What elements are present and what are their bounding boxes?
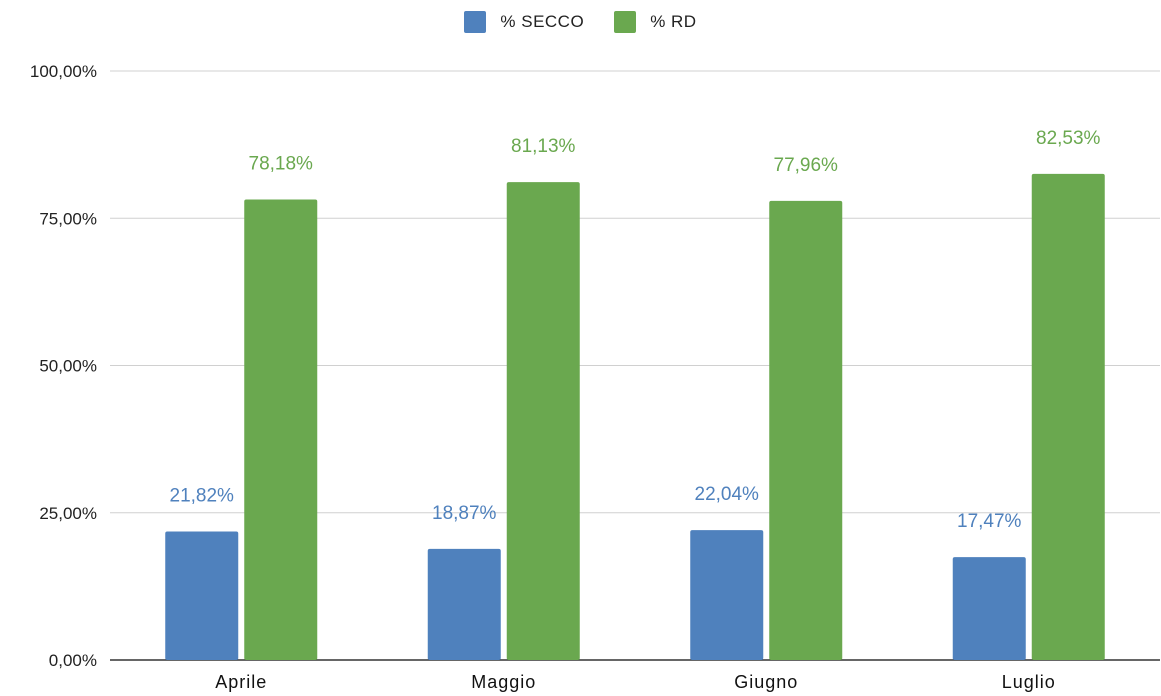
data-label: 77,96% <box>774 155 839 176</box>
legend-swatch-rd <box>614 11 637 33</box>
data-label: 21,82% <box>170 485 235 506</box>
y-tick-label: 75,00% <box>39 209 97 228</box>
x-tick-label: Aprile <box>215 672 267 692</box>
legend-swatch-secco <box>464 11 487 33</box>
x-tick-label: Giugno <box>734 672 798 692</box>
legend-label-secco: % SECCO <box>500 12 585 31</box>
y-tick-label: 100,00% <box>30 62 97 81</box>
legend-label-rd: % RD <box>650 12 697 31</box>
bar-rd <box>1031 173 1105 660</box>
y-tick-label: 0,00% <box>49 651 97 670</box>
data-label: 78,18% <box>249 154 314 175</box>
bar-secco <box>165 531 239 660</box>
data-label: 81,13% <box>511 136 576 157</box>
data-label: 22,04% <box>695 484 760 505</box>
legend-item-secco: % SECCO <box>464 11 584 33</box>
data-label: 82,53% <box>1036 128 1101 149</box>
bar-rd <box>244 199 318 660</box>
bar-rd <box>506 182 580 661</box>
data-label: 18,87% <box>432 503 497 524</box>
bar-rd <box>769 200 843 660</box>
data-label: 17,47% <box>957 511 1022 532</box>
y-tick-label: 50,00% <box>39 357 97 376</box>
y-tick-label: 25,00% <box>39 504 97 523</box>
x-tick-label: Luglio <box>1002 672 1056 692</box>
legend-item-rd: % RD <box>614 11 696 33</box>
bar-secco <box>427 548 501 660</box>
x-tick-label: Maggio <box>471 672 536 692</box>
bar-secco <box>690 530 764 660</box>
legend: % SECCO % RD <box>0 8 1161 36</box>
bar-secco <box>952 557 1026 660</box>
